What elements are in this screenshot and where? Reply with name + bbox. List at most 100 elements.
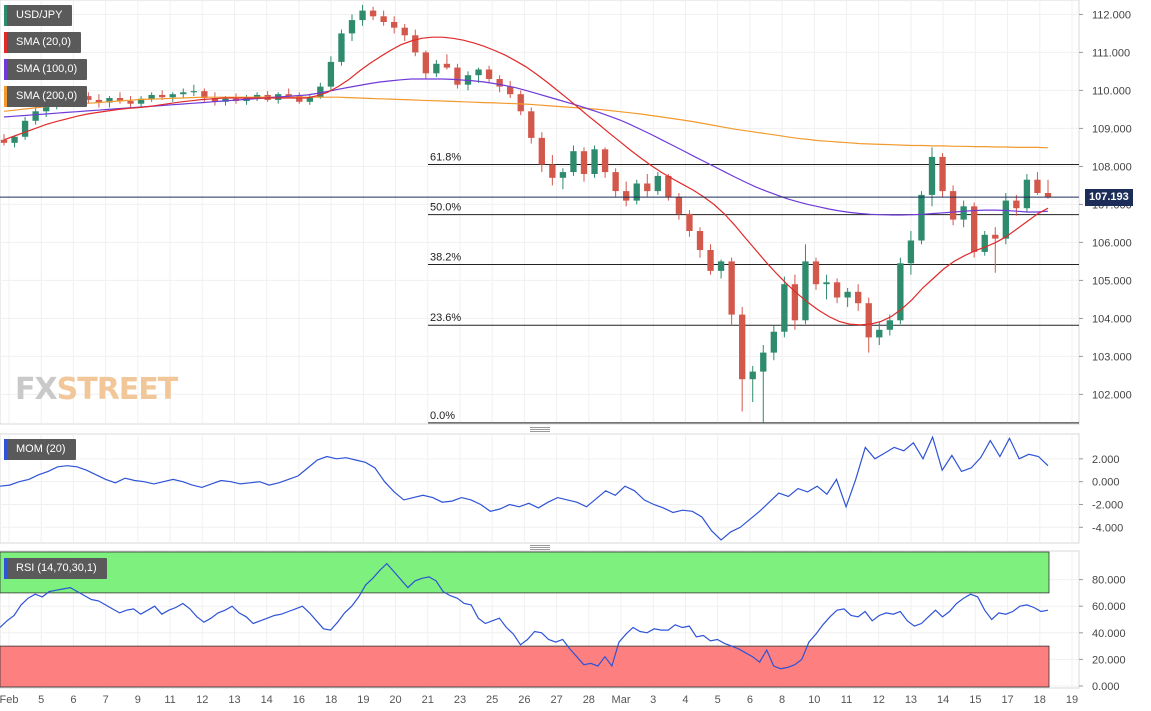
x-tick-label: 5 — [38, 694, 44, 706]
x-tick-label: 13 — [228, 694, 240, 706]
candle-body — [876, 329, 883, 338]
legend-label-rsi: RSI (14,70,30,1) — [16, 562, 97, 574]
candle-body — [928, 156, 936, 195]
x-tick-label: 14 — [937, 694, 949, 706]
last-price-tag: 107.193 — [1085, 188, 1133, 206]
candle-body — [897, 263, 904, 321]
mom-y-tick-label: -2.000 — [1092, 499, 1123, 511]
x-tick-label: 19 — [1066, 694, 1078, 706]
candle-body — [538, 137, 545, 165]
candle-body — [190, 91, 197, 93]
rsi-y-tick-label: 60.000 — [1092, 601, 1126, 613]
x-tick-label: 26 — [518, 694, 530, 706]
legend-swatch-mom — [4, 439, 7, 460]
candle-body — [749, 371, 756, 380]
candle-body — [253, 94, 261, 98]
main-y-tick-label: 106.000 — [1092, 237, 1132, 249]
candle-body — [707, 250, 714, 271]
main-y-tick-label: 111.000 — [1092, 47, 1130, 59]
candle-body — [201, 91, 208, 98]
candle-body — [781, 284, 788, 332]
candle-body — [770, 331, 777, 353]
fib-label: 0.0% — [430, 410, 455, 422]
legend-sma20[interactable]: SMA (20,0) — [4, 32, 82, 53]
x-tick-label: 23 — [454, 694, 466, 706]
candle-body — [211, 98, 219, 102]
candle-body — [507, 86, 514, 95]
candle-body — [802, 261, 809, 321]
candle-body — [717, 261, 725, 271]
sma20-line — [3, 36, 1049, 326]
legend-sma100[interactable]: SMA (100,0) — [4, 59, 88, 80]
candle-body — [317, 86, 324, 98]
legend-label-sma100: SMA (100,0) — [16, 63, 78, 75]
fib-label: 50.0% — [430, 202, 461, 214]
candle-body — [11, 136, 18, 143]
candle-body — [865, 303, 872, 338]
legend-label-sma20: SMA (20,0) — [16, 36, 72, 48]
candle-body — [369, 10, 377, 17]
candle-body — [401, 27, 408, 36]
x-tick-label: 3 — [650, 694, 656, 706]
candle-body — [21, 120, 29, 137]
candle-body — [833, 282, 841, 298]
pane-resize-handle-1[interactable] — [530, 427, 550, 432]
x-tick-label: 11 — [841, 694, 852, 706]
rsi-overbought-zone — [0, 551, 1050, 594]
candle-body — [601, 149, 609, 173]
x-tick-label: 28 — [583, 694, 595, 706]
candle-body — [728, 261, 735, 315]
candle-body — [812, 261, 820, 285]
candle-body — [85, 96, 92, 100]
candle-body — [127, 101, 134, 104]
rsi-oversold-zone — [0, 645, 1050, 688]
x-tick-label: 11 — [164, 694, 175, 706]
candle-body — [359, 10, 366, 21]
candle-body — [32, 111, 39, 121]
candle-body — [623, 191, 630, 201]
fib-label: 61.8% — [430, 152, 461, 164]
candle-body — [971, 206, 978, 252]
pane-main — [0, 0, 1080, 425]
x-tick-label: 13 — [905, 694, 917, 706]
legend-rsi[interactable]: RSI (14,70,30,1) — [4, 558, 107, 579]
legend-label-sma200: SMA (200,0) — [16, 90, 78, 102]
x-tick-label: 25 — [486, 694, 498, 706]
main-y-tick-label: 108.000 — [1092, 161, 1132, 173]
candle-body — [422, 52, 429, 74]
candle-body — [939, 156, 946, 192]
pane-resize-handle-2[interactable] — [530, 545, 550, 550]
candle-body — [43, 103, 50, 112]
legend-sma200[interactable]: SMA (200,0) — [4, 86, 88, 107]
candle-body — [580, 151, 588, 174]
x-tick-label: 6 — [70, 694, 76, 706]
candle-body — [285, 94, 292, 97]
legend-mom[interactable]: MOM (20) — [4, 439, 76, 460]
x-tick-label: 15 — [969, 694, 981, 706]
candle-body — [1034, 179, 1041, 193]
candle-body — [570, 151, 577, 173]
candle-body — [443, 63, 451, 68]
candle-body — [591, 149, 598, 174]
x-tick-label: 20 — [389, 694, 401, 706]
x-tick-label: 18 — [1034, 694, 1046, 706]
rsi-y-tick-label: 0.000 — [1092, 681, 1120, 693]
x-tick-label: 12 — [873, 694, 885, 706]
candle-body — [1044, 193, 1052, 198]
candle-body — [169, 94, 176, 98]
candle-body — [106, 98, 113, 103]
candle-body — [1023, 179, 1031, 209]
candle-body — [981, 234, 988, 252]
candle-body — [0, 139, 8, 143]
candle-body — [116, 98, 124, 102]
mom-y-tick-label: -4.000 — [1092, 522, 1123, 534]
x-tick-label: 10 — [808, 694, 820, 706]
candle-body — [412, 35, 419, 53]
candle-body — [485, 69, 493, 79]
legend-usdjpy[interactable]: USD/JPY — [4, 5, 73, 26]
x-tick-label: 16 — [293, 694, 305, 706]
legend-swatch-rsi — [4, 558, 7, 579]
main-y-tick-label: 103.000 — [1092, 351, 1132, 363]
candle-body — [338, 33, 345, 62]
